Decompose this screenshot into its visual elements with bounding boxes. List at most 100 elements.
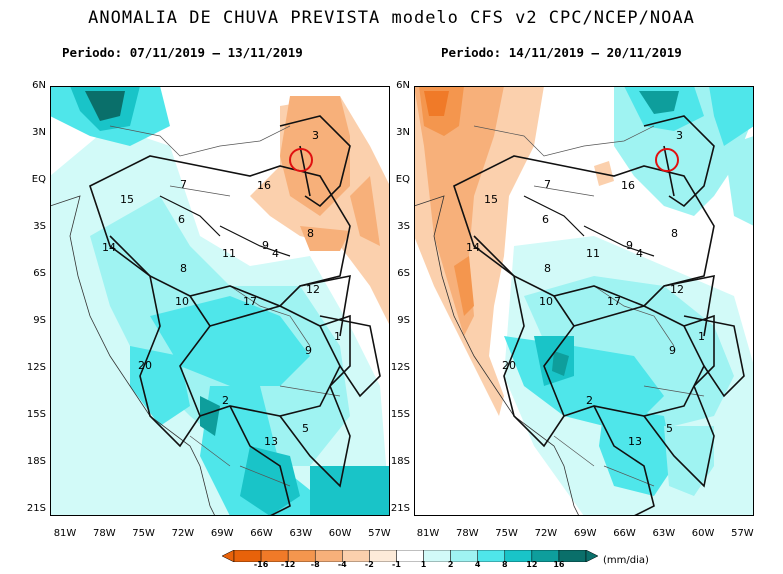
svg-text:5: 5 — [302, 422, 309, 435]
svg-text:2: 2 — [586, 394, 593, 407]
colorbar-right-arrow — [585, 550, 598, 562]
highlight-circle-left — [289, 148, 313, 172]
lat-label-right: 12S — [390, 362, 410, 373]
svg-text:10: 10 — [539, 295, 553, 308]
lon-label-right: 63W — [652, 528, 676, 539]
map-panel-left: 3 7 16 15 6 8 9 14 11 4 8 12 10 17 1 9 2… — [50, 86, 390, 516]
svg-text:13: 13 — [264, 435, 278, 448]
lat-label-right: 3N — [396, 127, 410, 138]
svg-text:8: 8 — [671, 227, 678, 240]
svg-text:12: 12 — [670, 283, 684, 296]
map-panel-right: 3 7 16 15 6 8 9 14 11 4 8 12 10 17 1 9 2… — [414, 86, 754, 516]
svg-text:1: 1 — [698, 330, 705, 343]
svg-text:11: 11 — [586, 247, 600, 260]
svg-text:7: 7 — [180, 178, 187, 191]
lon-label-left: 63W — [289, 528, 313, 539]
colorbar-label: 8 — [501, 560, 508, 569]
period-right: Periodo: 14/11/2019 – 20/11/2019 — [441, 45, 682, 60]
colorbar-label: -12 — [280, 560, 296, 569]
colorbar-unit: (mm/dia) — [603, 555, 649, 566]
colorbar-label: 2 — [447, 560, 454, 569]
svg-text:15: 15 — [484, 193, 498, 206]
svg-text:20: 20 — [502, 359, 516, 372]
svg-text:14: 14 — [466, 241, 480, 254]
lon-label-left: 69W — [210, 528, 234, 539]
lat-label-right: 6N — [396, 80, 410, 91]
colorbar-label: -1 — [392, 560, 401, 569]
svg-text:4: 4 — [636, 247, 643, 260]
lon-label-right: 57W — [731, 528, 754, 539]
svg-text:17: 17 — [607, 295, 621, 308]
lon-label-left: 75W — [132, 528, 155, 539]
svg-text:8: 8 — [307, 227, 314, 240]
lon-label-left: 57W — [368, 528, 391, 539]
lat-label-right: 15S — [390, 409, 410, 420]
lat-label-left: 15S — [26, 409, 46, 420]
lat-label-right: 18S — [390, 456, 410, 467]
figure-title: ANOMALIA DE CHUVA PREVISTA modelo CFS v2… — [88, 8, 695, 28]
svg-text:10: 10 — [175, 295, 189, 308]
svg-text:11: 11 — [222, 247, 236, 260]
lat-label-right: EQ — [395, 174, 410, 185]
svg-text:8: 8 — [180, 262, 187, 275]
svg-text:16: 16 — [621, 179, 635, 192]
colorbar — [222, 550, 598, 562]
svg-text:14: 14 — [102, 241, 116, 254]
lat-label-left: 18S — [26, 456, 46, 467]
svg-text:1: 1 — [334, 330, 341, 343]
colorbar-left-arrow — [222, 550, 235, 562]
svg-text:9: 9 — [262, 239, 269, 252]
svg-text:9: 9 — [669, 344, 676, 357]
svg-text:6: 6 — [178, 213, 185, 226]
lon-label-left: 81W — [53, 528, 77, 539]
colorbar-label: -8 — [310, 560, 320, 569]
lat-label-right: 6S — [397, 268, 410, 279]
svg-text:17: 17 — [243, 295, 257, 308]
colorbar-label: 1 — [420, 560, 427, 569]
colorbar-label: -4 — [337, 560, 347, 569]
lat-label-right: 21S — [390, 503, 410, 514]
svg-text:2: 2 — [222, 394, 229, 407]
colorbar-label: 4 — [474, 560, 481, 569]
lat-label-left: EQ — [31, 174, 46, 185]
colorbar-label: 16 — [553, 560, 565, 569]
svg-text:9: 9 — [305, 344, 312, 357]
lon-label-left: 60W — [328, 528, 352, 539]
lat-label-right: 9S — [397, 315, 410, 326]
colorbar-label: -2 — [364, 560, 374, 569]
lon-label-left: 78W — [92, 528, 116, 539]
lon-label-right: 75W — [495, 528, 518, 539]
svg-text:7: 7 — [544, 178, 551, 191]
svg-text:4: 4 — [272, 247, 279, 260]
lon-label-right: 60W — [691, 528, 715, 539]
colorbar-label: 12 — [526, 560, 538, 569]
svg-text:13: 13 — [628, 435, 642, 448]
lon-label-right: 78W — [455, 528, 479, 539]
svg-text:9: 9 — [626, 239, 633, 252]
svg-text:12: 12 — [306, 283, 320, 296]
lon-label-right: 66W — [613, 528, 636, 539]
lat-label-left: 9S — [33, 315, 46, 326]
lon-label-right: 72W — [534, 528, 558, 539]
lat-label-left: 12S — [26, 362, 46, 373]
highlight-circle-right — [655, 148, 679, 172]
svg-text:3: 3 — [676, 129, 683, 142]
lat-label-left: 6S — [33, 268, 46, 279]
lon-label-left: 72W — [171, 528, 195, 539]
svg-text:8: 8 — [544, 262, 551, 275]
svg-text:6: 6 — [542, 213, 549, 226]
lat-label-left: 21S — [26, 503, 46, 514]
svg-text:20: 20 — [138, 359, 152, 372]
period-left: Periodo: 07/11/2019 – 13/11/2019 — [62, 45, 303, 60]
lon-label-right: 81W — [416, 528, 440, 539]
svg-text:15: 15 — [120, 193, 134, 206]
lon-label-left: 66W — [250, 528, 273, 539]
colorbar-label: -16 — [253, 560, 269, 569]
svg-text:16: 16 — [257, 179, 271, 192]
lat-label-left: 3S — [33, 221, 46, 232]
lat-label-left: 6N — [32, 80, 46, 91]
lat-label-right: 3S — [397, 221, 410, 232]
svg-text:3: 3 — [312, 129, 319, 142]
lat-label-left: 3N — [32, 127, 46, 138]
svg-text:5: 5 — [666, 422, 673, 435]
